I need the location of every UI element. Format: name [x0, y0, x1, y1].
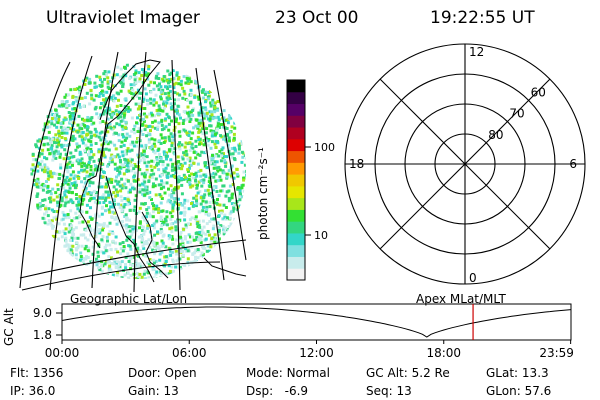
- colorbar-swatch: [287, 268, 305, 281]
- date-label: 23 Oct 00: [275, 8, 359, 28]
- colorbar-swatch: [287, 150, 305, 163]
- colorbar-swatch: [287, 80, 305, 93]
- colorbar-swatch: [287, 115, 305, 128]
- colorbar-tick-label: 100: [314, 141, 335, 154]
- colorbar-swatch: [287, 103, 305, 116]
- colorbar-swatch: [287, 138, 305, 152]
- polar-mlt-label: 0: [469, 271, 477, 285]
- polar-mlt-label: 12: [469, 45, 484, 59]
- gc-alt-readout: GC Alt: 5.2 Re: [366, 366, 450, 380]
- colorbar-swatch: [287, 91, 305, 105]
- orbit-y-tick-label: 1.8: [33, 328, 52, 342]
- polar-mlt-label: 18: [349, 157, 364, 171]
- apex-grid-label: Apex MLat/MLT: [416, 292, 506, 306]
- flight-readout: Flt: 1356: [10, 366, 64, 380]
- polar-lat-label: 60: [531, 85, 546, 99]
- coastline: [79, 59, 247, 283]
- instrument-title: Ultraviolet Imager: [46, 8, 200, 28]
- colorbar-swatch: [287, 162, 305, 175]
- dsp-readout: Dsp: -6.9: [246, 384, 309, 398]
- mode-readout: Mode: Normal: [246, 366, 330, 380]
- colorbar-swatch: [287, 244, 305, 257]
- polar-mlt-label: 6: [569, 157, 577, 171]
- glat-readout: GLat: 13.3: [486, 366, 549, 380]
- seq-readout: Seq: 13: [366, 384, 412, 398]
- polar-lat-label: 80: [488, 128, 503, 142]
- geographic-grid-label: Geographic Lat/Lon: [70, 292, 188, 306]
- colorbar-swatch: [287, 185, 305, 199]
- orbit-x-tick-label: 00:00: [45, 346, 80, 360]
- orbit-x-tick-label: 18:00: [426, 346, 461, 360]
- time-label: 19:22:55 UT: [430, 8, 535, 28]
- colorbar-swatch: [287, 127, 305, 140]
- ip-readout: IP: 36.0: [10, 384, 56, 398]
- colorbar-swatch: [287, 256, 305, 269]
- orbit-ylabel: GC Alt: [2, 308, 16, 346]
- colorbar-swatch: [287, 197, 305, 210]
- orbit-y-tick-label: 9.0: [33, 306, 52, 320]
- orbit-x-tick-label: 06:00: [172, 346, 207, 360]
- polar-lat-label: 70: [509, 107, 524, 121]
- colorbar-tick-label: 10: [314, 229, 328, 242]
- colorbar-swatch: [287, 232, 305, 246]
- orbit-x-tick-label: 12:00: [299, 346, 334, 360]
- geographic-grid-lines: [19, 51, 247, 293]
- gain-readout: Gain: 13: [128, 384, 179, 398]
- door-readout: Door: Open: [128, 366, 197, 380]
- colorbar-swatch: [287, 209, 305, 222]
- orbit-x-tick-label: 23:59: [539, 346, 574, 360]
- colorbar-swatch: [287, 221, 305, 234]
- colorbar-swatch: [287, 174, 305, 187]
- glon-readout: GLon: 57.6: [486, 384, 552, 398]
